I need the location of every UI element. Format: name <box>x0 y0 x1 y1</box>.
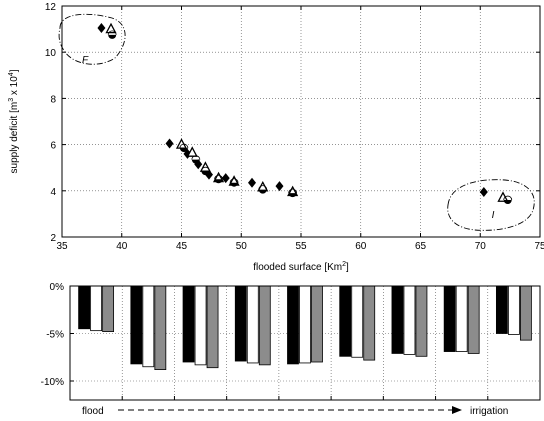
bar <box>339 285 352 357</box>
half-circle-outline <box>179 143 189 149</box>
plot-frame <box>61 5 541 238</box>
bar <box>507 285 520 335</box>
half-circle-marker <box>503 200 512 205</box>
x-axis-label-part: 2 <box>342 261 346 268</box>
half-circle-marker <box>108 34 117 39</box>
triangle-marker <box>497 191 509 202</box>
half-circle-outline <box>191 155 201 160</box>
bar <box>194 285 207 366</box>
bar-chart: 0% -5% -10% flood irrigation <box>41 282 541 417</box>
bar-y-tick-label: -5% <box>46 330 64 341</box>
bar <box>206 285 219 369</box>
x-label-flood: flood <box>82 406 104 417</box>
triangle-marker <box>105 22 117 34</box>
bar <box>287 285 299 365</box>
half-circle-marker <box>230 182 239 187</box>
y-tick-label: 10 <box>45 48 57 59</box>
bar <box>130 285 143 365</box>
bar <box>351 285 364 358</box>
half-circle-marker <box>179 148 188 153</box>
bar <box>415 285 428 357</box>
bar <box>467 285 480 354</box>
cluster-label-I: I <box>492 210 495 221</box>
diamond-marker <box>97 22 106 33</box>
bar <box>443 285 456 352</box>
arrow-head <box>452 406 462 414</box>
half-circle-outline <box>201 166 210 172</box>
y-axis-label: supply deficit [m3 x 104] <box>8 69 20 173</box>
diamond-marker <box>275 181 284 192</box>
bar <box>154 285 167 370</box>
diamond-marker <box>248 177 257 188</box>
half-circle-marker <box>258 189 267 194</box>
cluster-outline-F <box>58 13 126 65</box>
scatter-chart: 35 40 45 50 55 60 65 70 75 2 4 6 8 10 12 flooded surfac… <box>8 2 544 273</box>
bar <box>182 285 195 363</box>
half-circle-outline <box>503 195 513 201</box>
y-axis-label-part: ] <box>9 69 20 72</box>
y-tick-label: 6 <box>50 141 56 152</box>
x-axis-label-part: ] <box>346 262 349 273</box>
half-circle-outline <box>288 188 298 194</box>
x-label-irrigation: irrigation <box>470 406 508 417</box>
y-axis-label-part: x 10 <box>9 76 20 98</box>
x-axis-label-part: flooded surface [Km <box>253 262 342 273</box>
bar-plot-frame <box>69 285 541 401</box>
triangle-marker <box>186 146 198 157</box>
half-circle-outline <box>107 30 117 35</box>
half-circle-outline <box>258 185 268 190</box>
bar <box>311 285 323 363</box>
bar <box>246 285 259 364</box>
bar <box>391 285 404 354</box>
x-axis-label: flooded surface [Km2] <box>253 261 349 273</box>
half-circle-marker <box>201 171 210 176</box>
x-tick-label: 75 <box>534 241 544 252</box>
half-circle-outline <box>229 178 239 183</box>
bar <box>78 285 91 330</box>
x-tick-label: 60 <box>355 241 367 252</box>
bar <box>495 285 508 334</box>
y-tick-label: 2 <box>50 233 56 244</box>
x-tick-label: 50 <box>236 241 248 252</box>
y-axis-label-part: 3 <box>8 98 15 102</box>
half-circle-outline <box>214 174 223 180</box>
half-circle-marker <box>191 159 200 164</box>
diamond-marker <box>479 186 488 197</box>
y-axis-label-part: supply deficit [m <box>9 102 20 174</box>
bar-y-tick-label: 0% <box>50 282 65 293</box>
x-tick-label: 35 <box>56 241 68 252</box>
x-tick-label: 40 <box>116 241 128 252</box>
bar <box>363 285 376 361</box>
x-tick-label: 55 <box>295 241 307 252</box>
bar-y-tick-label: -10% <box>41 377 64 388</box>
x-tick-label: 70 <box>475 241 487 252</box>
bar <box>519 285 532 341</box>
bar <box>299 285 311 364</box>
half-circle-marker <box>288 193 297 198</box>
bar <box>142 285 155 368</box>
bar <box>90 285 103 332</box>
y-tick-label: 4 <box>50 187 56 198</box>
half-circle-marker <box>214 179 223 184</box>
y-axis-label-part: 4 <box>8 72 15 76</box>
bar <box>403 285 416 355</box>
cluster-outline-I <box>447 179 535 231</box>
diamond-marker <box>221 173 230 184</box>
bar <box>234 285 247 362</box>
bar <box>258 285 271 366</box>
x-tick-label: 65 <box>415 241 427 252</box>
y-tick-label: 8 <box>50 94 56 105</box>
x-tick-label: 45 <box>176 241 188 252</box>
diamond-marker <box>165 138 174 149</box>
bar <box>455 285 468 352</box>
cluster-label-F: F <box>82 55 89 66</box>
y-tick-label: 12 <box>45 2 57 13</box>
bar <box>102 285 115 332</box>
